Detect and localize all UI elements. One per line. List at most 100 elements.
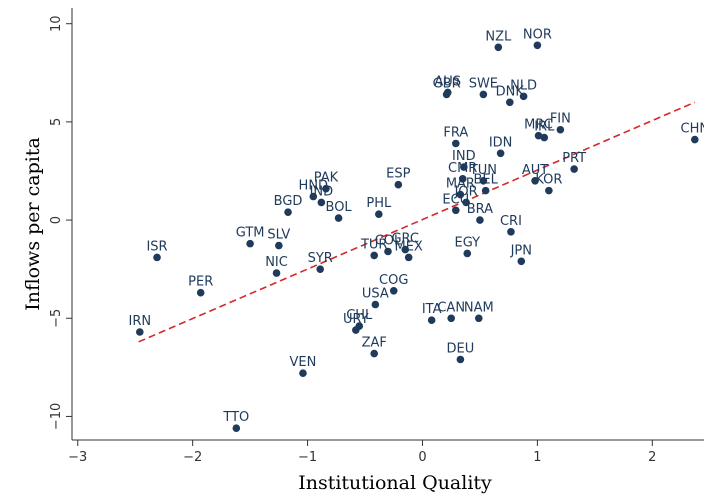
point-label-ind: IND bbox=[452, 149, 476, 164]
point-dnk bbox=[506, 98, 514, 107]
y-ticks: −10 −5 0 5 10 bbox=[49, 15, 72, 430]
point-nic bbox=[272, 269, 281, 277]
point-label-nor: NOR bbox=[523, 27, 552, 42]
point-label-slv: SLV bbox=[267, 228, 290, 243]
point-slv bbox=[275, 241, 283, 250]
point-label-dnk: DNK bbox=[496, 84, 525, 99]
x-axis-title: Institutional Quality bbox=[298, 472, 492, 494]
x-tick-label: −3 bbox=[68, 450, 87, 465]
point-label-phl: PHL bbox=[366, 196, 392, 211]
point-label-jpn: JPN bbox=[510, 243, 532, 258]
point-irn bbox=[135, 328, 144, 336]
point-bra bbox=[476, 216, 484, 224]
point-label-bra: BRA bbox=[467, 202, 493, 217]
x-tick-label: −1 bbox=[298, 450, 317, 465]
point-label-zaf: ZAF bbox=[362, 336, 387, 351]
point-bel bbox=[481, 186, 490, 195]
point-label-ury: URY bbox=[343, 312, 369, 327]
point-label-grc: GRC bbox=[391, 232, 419, 247]
point-aus bbox=[443, 88, 452, 97]
point-label-idn: IDN bbox=[489, 135, 513, 150]
point-label-nld: NLD bbox=[510, 78, 537, 93]
point-label-isr: ISR bbox=[146, 239, 167, 254]
point-label-tto: TTO bbox=[222, 410, 249, 425]
point-tur bbox=[370, 251, 379, 260]
point-label-ind: IND bbox=[310, 184, 334, 199]
point-aut bbox=[531, 177, 539, 185]
point-label-irn: IRN bbox=[128, 314, 151, 329]
point-label-hnd: HND bbox=[299, 179, 329, 194]
point-hnd bbox=[309, 192, 318, 201]
point-fin bbox=[556, 125, 565, 134]
point-nzl bbox=[494, 43, 503, 52]
point-bgd bbox=[284, 208, 292, 217]
point-label-tur: TUR bbox=[360, 237, 388, 252]
point-swe bbox=[479, 90, 488, 99]
point-label-fra: FRA bbox=[443, 125, 468, 140]
point-cri bbox=[507, 228, 515, 236]
point-label-bel: BEL bbox=[473, 173, 498, 188]
point-zaf bbox=[370, 349, 379, 358]
point-label-usa: USA bbox=[362, 287, 389, 302]
point-label-cog: COG bbox=[379, 273, 408, 288]
point-label-deu: DEU bbox=[447, 341, 475, 356]
point-ind bbox=[317, 198, 326, 207]
point-label-ven: VEN bbox=[290, 355, 317, 370]
point-cog bbox=[389, 286, 398, 295]
point-label-per: PER bbox=[188, 275, 213, 290]
point-cmr bbox=[458, 175, 467, 183]
point-usa bbox=[371, 300, 380, 309]
point-chn bbox=[691, 135, 699, 144]
point-label-pak: PAK bbox=[314, 171, 339, 186]
point-label-cmr: CMR bbox=[448, 161, 477, 176]
point-label-mex: MEX bbox=[395, 239, 423, 254]
point-label-fin: FIN bbox=[550, 112, 571, 127]
point-label-kor: KOR bbox=[535, 173, 562, 188]
point-mrc bbox=[534, 131, 543, 140]
point-nld bbox=[519, 92, 528, 101]
point-label-jor: JOR bbox=[454, 184, 478, 199]
point-ven bbox=[299, 369, 307, 378]
point-label-nzl: NZL bbox=[485, 29, 512, 44]
point-label-esp: ESP bbox=[386, 167, 410, 182]
point-jor bbox=[462, 198, 470, 207]
fit-line bbox=[138, 101, 696, 343]
point-pak bbox=[322, 184, 330, 193]
point-label-chn: CHN bbox=[681, 122, 704, 137]
point-col bbox=[384, 247, 392, 256]
point-label-aut: AUT bbox=[522, 163, 548, 178]
y-axis-title: Inflows per capita bbox=[22, 137, 44, 311]
point-label-aus: AUS bbox=[434, 74, 461, 89]
point-tto bbox=[232, 424, 241, 433]
y-tick-label: 10 bbox=[49, 15, 64, 32]
x-ticks: −3 −2 −1 0 1 2 bbox=[68, 440, 656, 465]
y-tick-label: 5 bbox=[49, 118, 64, 126]
point-label-chl: CHL bbox=[346, 308, 373, 323]
point-label-cri: CRI bbox=[500, 214, 522, 229]
point-label-gtm: GTM bbox=[236, 226, 265, 241]
point-label-bol: BOL bbox=[326, 200, 353, 215]
point-bol bbox=[334, 214, 343, 222]
x-tick-label: 2 bbox=[648, 450, 656, 465]
point-grc bbox=[401, 245, 410, 254]
y-tick-label: 0 bbox=[49, 216, 64, 224]
point-jpn bbox=[517, 257, 526, 266]
point-per bbox=[196, 288, 205, 297]
point-phl bbox=[375, 210, 383, 218]
point-kor bbox=[545, 186, 553, 195]
point-label-swe: SWE bbox=[469, 76, 498, 91]
point-ita bbox=[427, 316, 436, 325]
y-tick-label: −10 bbox=[49, 403, 64, 430]
point-irl bbox=[540, 133, 549, 142]
point-isr bbox=[153, 253, 161, 262]
point-label-nic: NIC bbox=[265, 255, 288, 270]
point-label-egy: EGY bbox=[454, 235, 480, 250]
point-syr bbox=[316, 265, 325, 273]
point-ury bbox=[352, 326, 360, 334]
x-tick-label: −2 bbox=[183, 450, 202, 465]
point-label-mrc: MRC bbox=[524, 118, 553, 133]
point-label-mar: MAR bbox=[446, 177, 475, 192]
point-label-ecu: ECU bbox=[442, 192, 469, 207]
